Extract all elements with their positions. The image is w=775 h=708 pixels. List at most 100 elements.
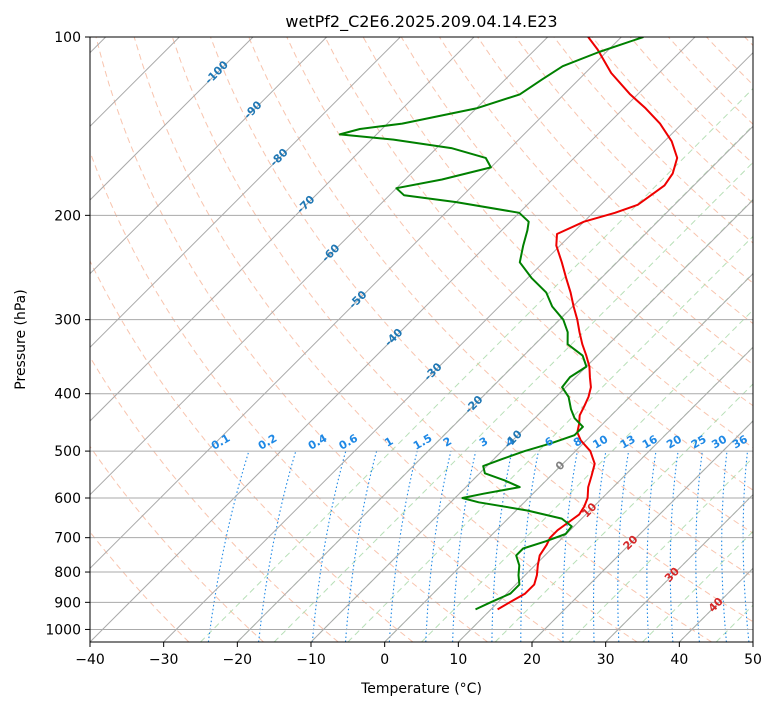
x-tick-label: 10 xyxy=(449,652,467,668)
grid-lines xyxy=(90,214,753,630)
moist-adiabat-line xyxy=(715,604,753,642)
isotherm-line xyxy=(384,272,753,642)
mixing-ratio-label: 1.5 xyxy=(411,432,434,453)
moist-adiabat-line xyxy=(273,161,753,642)
mixing-ratio-lines xyxy=(207,450,750,642)
y-tick-label: 200 xyxy=(54,208,81,224)
isotherm-line xyxy=(90,37,328,275)
dry-adiabat-line xyxy=(248,37,753,578)
x-axis-title: Temperature (°C) xyxy=(360,681,482,697)
mixing-ratio-line xyxy=(669,451,679,642)
isotherm-line xyxy=(90,37,549,496)
dry-adiabat-line xyxy=(90,150,488,642)
plot-area: 0.1 0.2 0.4 0.6 1 1.5 2 3 4 6 8 10 13 16 20 25 30 36-100-… xyxy=(90,37,753,642)
isotherm-line xyxy=(90,37,401,349)
dry-adiabat-line xyxy=(553,37,753,244)
y-tick-label: 800 xyxy=(54,565,81,581)
mixing-ratio-line xyxy=(344,450,378,642)
dry-adiabat-line xyxy=(324,37,753,491)
isotherm-label: -100 xyxy=(202,58,231,87)
x-tick-label: 0 xyxy=(380,652,389,668)
isotherm-line xyxy=(163,51,753,642)
isotherm-line xyxy=(752,641,753,642)
moist-adiabat-line xyxy=(678,567,753,642)
isotherm-label: -40 xyxy=(382,326,405,349)
isotherm-line xyxy=(457,346,753,642)
y-tick-label: 600 xyxy=(54,491,81,507)
x-tick-label: 40 xyxy=(670,652,688,668)
x-tick-label: −20 xyxy=(223,652,253,668)
isotherm-line xyxy=(90,37,696,642)
mixing-ratio-label: 25 xyxy=(689,433,709,452)
moist-adiabat-line xyxy=(457,346,753,642)
dry-adiabat-line xyxy=(744,37,753,47)
mixing-ratio-label: 0.4 xyxy=(306,431,330,452)
temperature-profile xyxy=(497,37,679,611)
mixing-ratio-label: 13 xyxy=(618,433,638,452)
dry-adiabat-line xyxy=(90,259,414,642)
y-axis-title: Pressure (hPa) xyxy=(13,289,29,389)
mixing-ratio-label: 0.1 xyxy=(209,432,232,453)
dry-adiabat-line xyxy=(706,37,753,86)
mixing-ratio-label: 10 xyxy=(591,432,611,451)
y-tick-label: 700 xyxy=(54,531,81,547)
x-tick-label: 50 xyxy=(744,652,762,668)
y-tick-label: 100 xyxy=(54,30,81,46)
isotherm-line xyxy=(605,493,753,642)
y-axis-ticks: 100 200 300 400 500 600 700 800 900 1000 xyxy=(45,30,90,638)
moist-adiabats xyxy=(200,87,753,642)
dry-adiabat-line xyxy=(95,37,563,642)
moist-adiabat-line xyxy=(347,235,753,642)
isotherm-line xyxy=(90,37,622,570)
dry-adiabat-line xyxy=(438,37,753,366)
isotherm-line xyxy=(531,420,753,642)
isotherm-label: -90 xyxy=(241,98,264,121)
moist-adiabat-line xyxy=(494,383,753,642)
mixing-ratio-line xyxy=(646,451,657,642)
mixing-ratio-label: 1 xyxy=(382,435,395,450)
dry-adiabat-line xyxy=(210,37,753,623)
mixing-ratio-line xyxy=(491,450,513,642)
moist-adiabat-line xyxy=(384,272,753,642)
x-tick-label: −40 xyxy=(75,652,105,668)
mixing-ratio-label: 16 xyxy=(640,432,660,451)
dry-adiabat-line xyxy=(286,37,753,534)
mixing-ratio-label: 0.2 xyxy=(256,432,279,453)
isotherm-line xyxy=(236,125,753,642)
moist-adiabat-line xyxy=(421,309,753,642)
mixing-ratio-line xyxy=(742,451,750,642)
mixing-ratio-line xyxy=(258,450,297,642)
isotherm-line xyxy=(678,567,753,642)
mixing-ratio-label: 30 xyxy=(709,432,729,451)
chart-title: wetPf2_C2E6.2025.209.04.14.E23 xyxy=(285,12,557,32)
dry-adiabat-line xyxy=(90,445,264,642)
mixing-ratio-label: 20 xyxy=(664,432,684,451)
isotherm-label: -30 xyxy=(421,360,444,383)
mixing-ratio-line xyxy=(520,450,540,642)
plot-frame xyxy=(89,36,754,643)
dry-adiabat-line xyxy=(591,37,753,204)
mixing-ratio-line xyxy=(452,450,477,642)
dry-adiabat-line xyxy=(133,37,638,642)
isotherm-line xyxy=(90,37,475,422)
mixing-ratio-line xyxy=(311,450,347,642)
dry-adiabats xyxy=(90,37,753,642)
dry-adiabat-line xyxy=(90,356,339,642)
y-tick-label: 400 xyxy=(54,387,81,403)
dry-adiabat-line xyxy=(171,37,712,642)
y-tick-label: 500 xyxy=(54,444,81,460)
moist-adiabat-line xyxy=(200,87,753,642)
x-tick-label: 30 xyxy=(597,652,615,668)
skewed-isotherms xyxy=(90,37,753,642)
y-tick-label: 1000 xyxy=(45,622,81,638)
x-tick-label: −10 xyxy=(296,652,326,668)
x-axis-ticks: −40 −30 −20 −10 0 10 20 30 40 50 xyxy=(75,642,762,668)
moist-adiabat-line xyxy=(237,124,753,642)
dry-adiabat-line xyxy=(477,37,753,325)
isotherm-line xyxy=(310,199,753,642)
mixing-ratio-line xyxy=(425,450,452,642)
dry-adiabat-line xyxy=(515,37,753,284)
isotherm-line xyxy=(90,37,254,201)
profile-series xyxy=(338,37,679,611)
